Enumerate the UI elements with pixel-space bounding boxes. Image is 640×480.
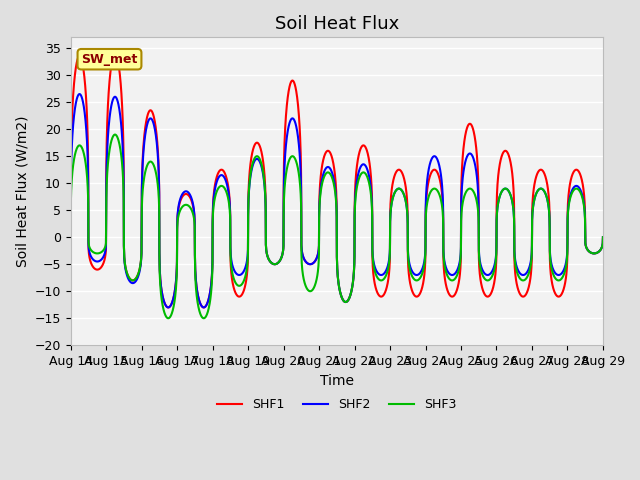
SHF2 — [164, 304, 172, 310]
SHF1 — [532, 177, 540, 182]
SHF3 — [599, 234, 607, 240]
SHF2 — [589, 251, 596, 256]
Title: Soil Heat Flux: Soil Heat Flux — [275, 15, 399, 33]
Line: SHF2: SHF2 — [70, 94, 603, 307]
SHF3 — [532, 192, 540, 198]
Line: SHF3: SHF3 — [70, 134, 603, 318]
SHF1 — [599, 234, 607, 240]
SHF1 — [589, 251, 596, 256]
Text: SW_met: SW_met — [81, 53, 138, 66]
SHF2 — [67, 234, 74, 240]
SHF1 — [128, 277, 136, 283]
Line: SHF1: SHF1 — [70, 54, 603, 307]
SHF2 — [271, 261, 279, 267]
Legend: SHF1, SHF2, SHF3: SHF1, SHF2, SHF3 — [212, 393, 461, 416]
X-axis label: Time: Time — [320, 373, 354, 387]
SHF3 — [111, 132, 119, 137]
SHF3 — [589, 251, 596, 256]
Y-axis label: Soil Heat Flux (W/m2): Soil Heat Flux (W/m2) — [15, 116, 29, 267]
SHF2 — [128, 280, 136, 286]
SHF3 — [67, 234, 74, 240]
SHF2 — [599, 234, 607, 240]
SHF1 — [159, 296, 167, 301]
SHF1 — [111, 51, 119, 57]
SHF3 — [159, 305, 167, 311]
SHF3 — [128, 277, 136, 283]
SHF2 — [532, 192, 540, 198]
SHF2 — [159, 296, 167, 301]
SHF3 — [294, 167, 302, 173]
SHF3 — [164, 315, 172, 321]
SHF1 — [271, 261, 279, 267]
SHF1 — [294, 104, 302, 110]
SHF1 — [67, 234, 74, 240]
SHF1 — [164, 304, 172, 310]
SHF2 — [76, 91, 83, 97]
SHF3 — [271, 261, 279, 267]
SHF2 — [294, 135, 302, 141]
